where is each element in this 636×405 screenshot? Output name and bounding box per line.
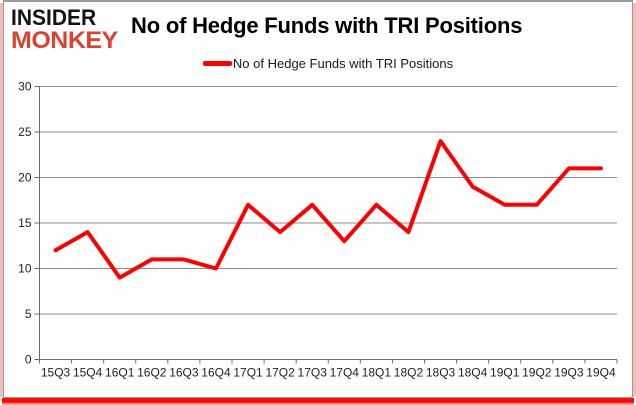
x-tick-label: 18Q3 <box>426 366 456 380</box>
left-edge-accent <box>0 3 3 397</box>
x-tick-label: 15Q3 <box>41 366 71 380</box>
x-tick-label: 19Q2 <box>522 366 552 380</box>
x-tick-label: 16Q1 <box>105 366 135 380</box>
x-tick-label: 16Q3 <box>169 366 199 380</box>
right-edge-accent <box>633 3 636 397</box>
x-tick-label: 19Q3 <box>554 366 584 380</box>
legend: No of Hedge Funds with TRI Positions <box>39 55 617 71</box>
accent-bottom-bar <box>2 398 634 405</box>
card-frame <box>3 0 633 398</box>
y-tick-label: 10 <box>18 262 32 276</box>
chart-title: No of Hedge Funds with TRI Positions <box>131 13 523 38</box>
y-tick-label: 25 <box>18 125 32 139</box>
logo-text-monkey: MONKEY <box>11 27 118 54</box>
y-tick-label: 0 <box>25 353 32 367</box>
x-tick-label: 19Q1 <box>490 366 520 380</box>
y-tick-label: 20 <box>18 171 32 185</box>
y-tick-label: 30 <box>18 80 32 94</box>
x-tick-label: 18Q4 <box>458 366 488 380</box>
x-tick-label: 16Q4 <box>201 366 231 380</box>
x-tick-label: 17Q3 <box>298 366 328 380</box>
y-tick-label: 5 <box>25 307 32 321</box>
x-tick-label: 18Q2 <box>394 366 424 380</box>
x-tick-label: 17Q2 <box>265 366 295 380</box>
logo-text-insider: INSIDER <box>11 5 97 31</box>
series-line <box>53 139 603 280</box>
x-tick-label: 17Q4 <box>330 366 360 380</box>
x-tick-label: 18Q1 <box>362 366 392 380</box>
y-tick-label: 15 <box>18 216 32 230</box>
x-tick-label: 16Q2 <box>137 366 167 380</box>
x-tick-label: 17Q1 <box>233 366 263 380</box>
x-tick-label: 19Q4 <box>586 366 616 380</box>
legend-line-swatch <box>202 60 232 66</box>
insider-monkey-logo: INSIDER MONKEY <box>11 7 118 54</box>
legend-label: No of Hedge Funds with TRI Positions <box>232 55 454 71</box>
x-tick-label: 15Q4 <box>73 366 103 380</box>
